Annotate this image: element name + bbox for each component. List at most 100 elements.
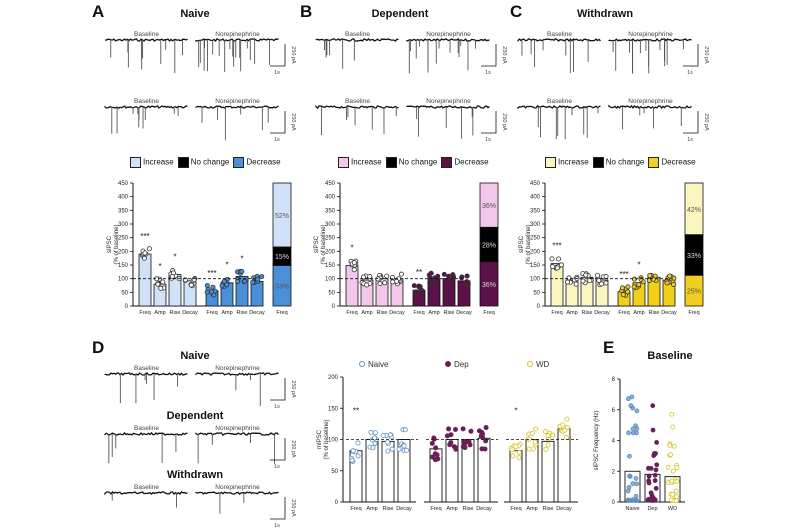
data-point bbox=[516, 455, 522, 461]
legend-label-naive: Naive bbox=[368, 360, 389, 369]
data-point bbox=[191, 277, 197, 283]
y-tick-label: 450 bbox=[118, 181, 129, 187]
trace-label-baseline: Baseline bbox=[345, 31, 370, 38]
legend-c: Increase No change Decrease bbox=[545, 157, 696, 168]
data-point bbox=[210, 284, 216, 290]
y-axis-label: (% of baseline) bbox=[114, 224, 120, 264]
stacked-segment-increase bbox=[684, 182, 704, 236]
legend-item-increase: Increase bbox=[545, 157, 589, 168]
data-point bbox=[653, 451, 658, 456]
data-point bbox=[453, 446, 459, 452]
x-tick-label: Freq bbox=[139, 310, 150, 316]
data-point bbox=[169, 273, 175, 279]
legend-item-decrease: Decrease bbox=[441, 157, 489, 168]
stacked-segment-label: 25% bbox=[687, 289, 701, 296]
legend-item-no-change: No change bbox=[592, 157, 644, 168]
data-point bbox=[580, 278, 586, 284]
x-tick-label: Freq bbox=[413, 310, 424, 316]
data-point bbox=[526, 436, 532, 442]
legend-label-wd: WD bbox=[536, 360, 550, 369]
y-tick-label: 6 bbox=[612, 408, 616, 414]
data-point bbox=[599, 281, 605, 287]
significance-marker: * bbox=[637, 261, 640, 270]
scale-label-time: 1s bbox=[274, 523, 280, 529]
trace-label-baseline: Baseline bbox=[134, 425, 159, 432]
x-tick-label: Decay bbox=[661, 310, 677, 316]
data-point bbox=[669, 478, 675, 484]
data-point bbox=[595, 272, 601, 278]
data-point bbox=[638, 276, 644, 282]
panel-title-c: Withdrawn bbox=[576, 8, 634, 20]
panel-d-title-naive: Naive bbox=[180, 350, 210, 362]
data-point bbox=[627, 474, 633, 479]
x-tick-label: Decay bbox=[556, 506, 572, 512]
data-point bbox=[259, 274, 265, 280]
data-point bbox=[566, 275, 572, 281]
x-tick-label: Decay bbox=[396, 506, 412, 512]
scale-label-pa: 250 pA bbox=[290, 440, 296, 458]
scale-label-time: 1s bbox=[274, 70, 280, 76]
data-point bbox=[452, 426, 458, 432]
trace-label-baseline: Baseline bbox=[134, 484, 159, 491]
x-tick-label: Decay bbox=[594, 310, 610, 316]
trace-label-norepinephrine: Norepinephrine bbox=[426, 98, 471, 105]
scale-bar bbox=[481, 111, 497, 134]
data-point bbox=[565, 279, 571, 285]
data-point bbox=[646, 473, 652, 479]
y-tick-label: 150 bbox=[328, 406, 339, 412]
panel-title-a: Naive bbox=[180, 8, 210, 20]
x-tick-label: Rise bbox=[443, 310, 454, 316]
data-point bbox=[633, 423, 638, 429]
panel-d-title-withdrawn: Withdrawn bbox=[166, 469, 224, 481]
scale-bar bbox=[270, 44, 286, 67]
x-tick-label: Dep bbox=[647, 506, 657, 512]
data-point bbox=[674, 479, 680, 484]
data-point bbox=[460, 426, 466, 432]
stacked-segment-label: 15% bbox=[275, 254, 289, 261]
y-axis-label: mIPSC bbox=[317, 429, 323, 449]
data-point bbox=[368, 430, 374, 436]
data-point bbox=[513, 443, 519, 449]
trace-label-norepinephrine: Norepinephrine bbox=[215, 98, 260, 105]
stacked-segment-increase bbox=[479, 182, 499, 228]
data-point bbox=[646, 465, 651, 471]
scale-label-time: 1s bbox=[485, 137, 491, 143]
trace-line bbox=[195, 105, 279, 109]
y-tick-label: 250 bbox=[530, 236, 541, 242]
data-point bbox=[350, 448, 356, 454]
x-tick-label: Amp bbox=[446, 506, 457, 512]
y-tick-label: 0 bbox=[612, 500, 616, 506]
bar-increase-amp bbox=[360, 279, 374, 307]
data-point bbox=[465, 282, 471, 288]
data-point bbox=[219, 283, 225, 289]
data-point bbox=[239, 268, 245, 274]
scale-label-time: 1s bbox=[687, 70, 693, 76]
data-point bbox=[630, 426, 636, 432]
data-point bbox=[542, 429, 548, 435]
data-point bbox=[556, 256, 562, 262]
scale-label-time: 1s bbox=[274, 137, 280, 143]
y-tick-label: 50 bbox=[533, 290, 540, 296]
data-point bbox=[384, 273, 390, 279]
legend-item-decrease: Decrease bbox=[233, 157, 281, 168]
legend-item-decrease: Decrease bbox=[648, 157, 696, 168]
stacked-segment-label: 28% bbox=[482, 243, 496, 250]
data-point bbox=[364, 282, 370, 288]
y-tick-label: 150 bbox=[325, 263, 336, 269]
legend-item-no-change: No change bbox=[177, 157, 229, 168]
legend-item-no-change: No change bbox=[385, 157, 437, 168]
bar-increase-freq bbox=[138, 253, 152, 307]
data-point bbox=[671, 281, 677, 287]
data-point bbox=[619, 285, 625, 291]
trace-line bbox=[406, 105, 490, 109]
trace-label-baseline: Baseline bbox=[547, 31, 572, 38]
y-tick-label: 8 bbox=[612, 377, 616, 383]
scale-bar bbox=[683, 44, 699, 67]
y-axis-label: sIPSC bbox=[519, 235, 525, 253]
significance-marker: ** bbox=[353, 406, 359, 415]
data-point bbox=[516, 450, 522, 456]
data-point bbox=[631, 276, 637, 282]
significance-marker: *** bbox=[552, 242, 561, 251]
data-point bbox=[670, 491, 676, 497]
